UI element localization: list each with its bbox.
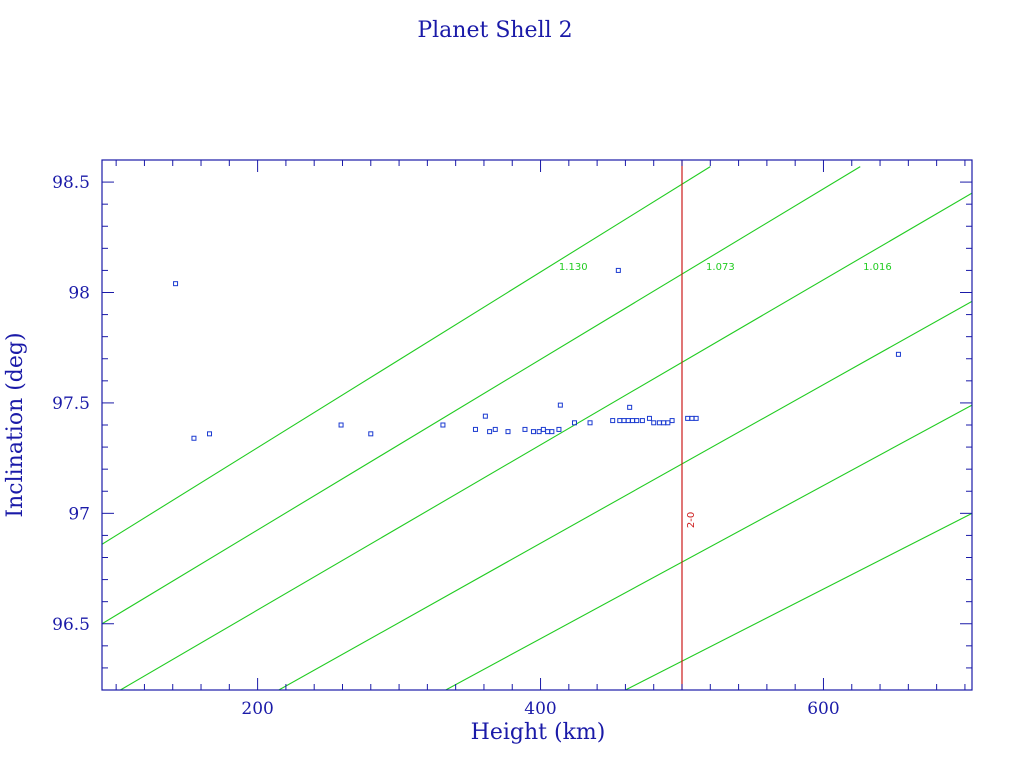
y-tick-label: 98: [68, 284, 90, 304]
contour-label-3: 1.016: [863, 262, 892, 273]
x-axis-label: Height (km): [471, 720, 606, 745]
vertical-marker-label: 2-0: [686, 512, 697, 528]
x-tick-label: 600: [807, 699, 839, 719]
data-point: [639, 418, 645, 424]
data-point: [536, 429, 542, 435]
chart-title: Planet Shell 2: [417, 18, 572, 43]
data-point: [665, 420, 671, 426]
contour-line-4: [278, 300, 972, 690]
contour-line-3: [120, 192, 972, 690]
data-point: [556, 426, 562, 432]
data-point: [621, 418, 627, 424]
data-point: [207, 431, 213, 437]
data-point: [338, 422, 344, 428]
data-point: [440, 422, 446, 428]
data-point: [615, 267, 621, 273]
data-point: [693, 415, 699, 421]
plot-area: 1.130 1.073 1.016 2-0 200 400 600 96.5 97 97.5 98 9…: [52, 159, 973, 719]
contour-line-6: [625, 512, 972, 690]
data-point: [540, 426, 546, 432]
data-point: [482, 413, 488, 419]
data-point: [669, 418, 675, 424]
data-point: [651, 420, 657, 426]
data-point: [661, 420, 667, 426]
y-tick-label: 97: [68, 504, 90, 524]
plot-frame: [101, 159, 973, 691]
data-point: [627, 404, 633, 410]
data-point: [571, 420, 577, 426]
data-point: [191, 435, 197, 441]
y-tick-label: 97.5: [52, 394, 90, 414]
data-point: [617, 418, 623, 424]
data-point: [173, 281, 179, 287]
data-point: [472, 426, 478, 432]
contour-line-1: [102, 166, 711, 545]
x-tick-label: 400: [524, 699, 556, 719]
data-point: [689, 415, 695, 421]
data-point: [610, 418, 616, 424]
data-point: [530, 429, 536, 435]
data-point: [625, 418, 631, 424]
contour-label-1: 1.130: [559, 262, 588, 273]
data-point: [545, 429, 551, 435]
data-point: [522, 426, 528, 432]
data-point: [549, 429, 555, 435]
data-point: [656, 420, 662, 426]
data-point: [487, 429, 493, 435]
data-point: [557, 402, 563, 408]
data-point: [895, 351, 901, 357]
contour-label-2: 1.073: [706, 262, 735, 273]
data-point: [587, 420, 593, 426]
data-point: [685, 415, 691, 421]
y-tick-label: 96.5: [52, 615, 90, 635]
data-point: [505, 429, 511, 435]
data-point: [629, 418, 635, 424]
contour-line-5: [445, 404, 972, 690]
data-point: [368, 431, 374, 437]
data-point: [646, 415, 652, 421]
data-point: [492, 426, 498, 432]
contour-line-2: [102, 166, 861, 625]
data-point: [634, 418, 640, 424]
y-axis-label: Inclination (deg): [3, 332, 28, 517]
x-tick-label: 200: [241, 699, 273, 719]
y-tick-label: 98.5: [52, 173, 90, 193]
